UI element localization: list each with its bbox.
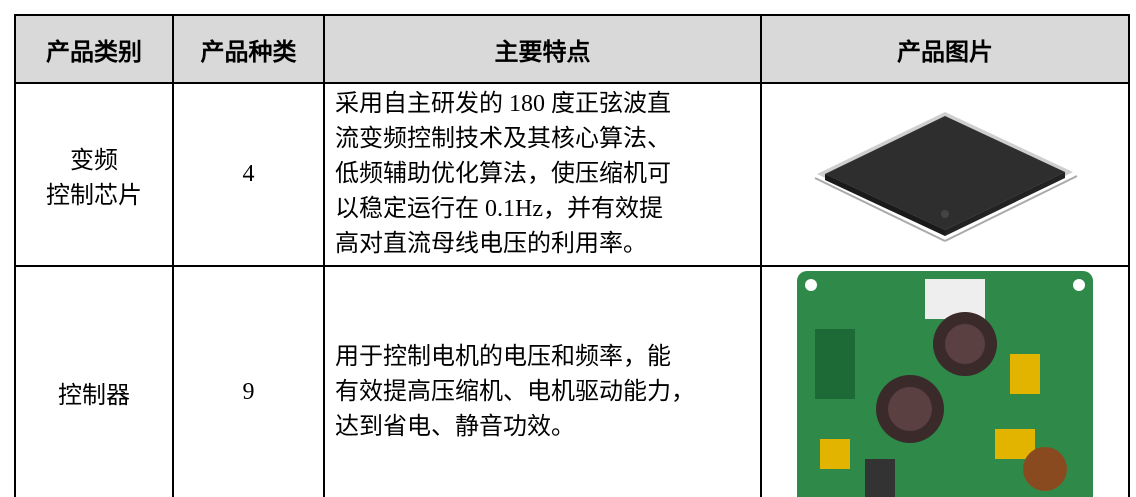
- table-row: 变频 控制芯片 4 采用自主研发的 180 度正弦波直 流变频控制技术及其核心算…: [14, 82, 1130, 267]
- header-cell: 产品种类: [172, 14, 325, 84]
- category-cell: 控制器: [14, 265, 174, 497]
- chip-image: [814, 112, 1078, 242]
- image-cell: [760, 82, 1130, 267]
- cell-line: 低频辅助优化算法，使压缩机可: [335, 161, 671, 187]
- cell-line: 控制芯片: [46, 182, 142, 209]
- cell-line: 高对直流母线电压的利用率。: [335, 231, 647, 257]
- cell-line: 以稳定运行在 0.1Hz，并有效提: [335, 196, 663, 222]
- header-cell: 产品类别: [14, 14, 174, 84]
- feature-cell: 用于控制电机的电压和频率，能 有效提高压缩机、电机驱动能力， 达到省电、静音功效…: [323, 265, 762, 497]
- cell-line: 用于控制电机的电压和频率，能: [335, 343, 671, 370]
- cell-line: 达到省电、静音功效。: [335, 413, 575, 440]
- cell-line: 采用自主研发的 180 度正弦波直: [335, 91, 671, 117]
- cell-line: 有效提高压缩机、电机驱动能力，: [335, 378, 695, 405]
- product-table: 产品类别 产品种类 主要特点 产品图片 变频 控制芯片 4 采用自主研发的 18…: [14, 14, 1130, 497]
- table-row: 控制器 9 用于控制电机的电压和频率，能 有效提高压缩机、电机驱动能力， 达到省…: [14, 265, 1130, 497]
- cell-line: 变频: [70, 147, 118, 174]
- feature-cell: 采用自主研发的 180 度正弦波直 流变频控制技术及其核心算法、 低频辅助优化算…: [323, 82, 762, 267]
- board-image: [797, 270, 1093, 497]
- category-cell: 变频 控制芯片: [14, 82, 174, 267]
- image-cell: [760, 265, 1130, 497]
- cell-line: 流变频控制技术及其核心算法、: [335, 126, 671, 152]
- header-cell: 产品图片: [760, 14, 1130, 84]
- count-cell: 4: [172, 82, 325, 267]
- count-cell: 9: [172, 265, 325, 497]
- header-row: 产品类别 产品种类 主要特点 产品图片: [14, 14, 1130, 84]
- header-cell: 主要特点: [323, 14, 762, 84]
